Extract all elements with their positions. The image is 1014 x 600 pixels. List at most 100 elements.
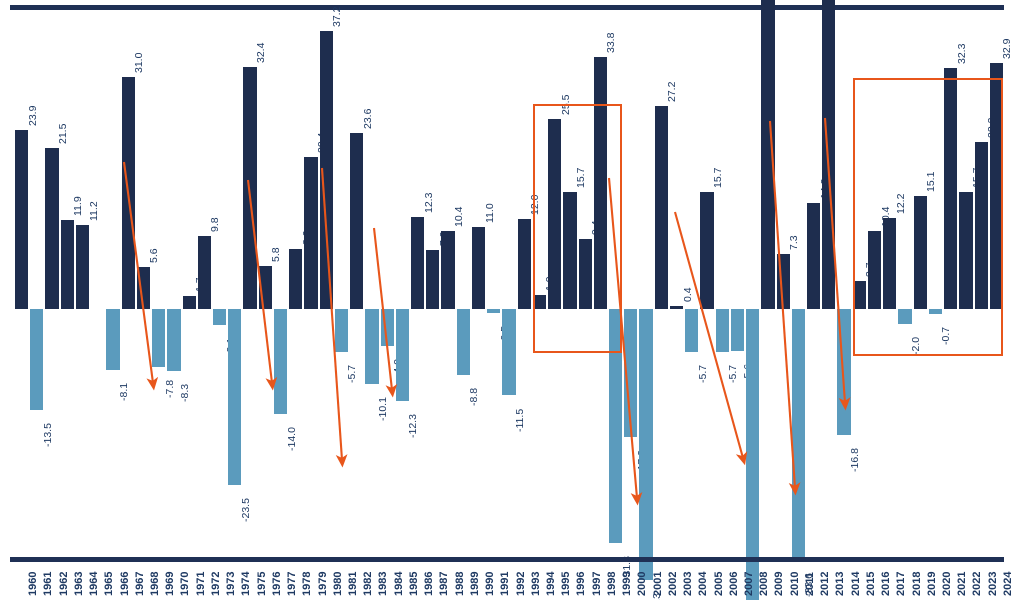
bar-value-label-1967: 31.0 xyxy=(133,52,146,74)
bar-2007 xyxy=(730,309,745,351)
x-axis-label-1995: 1995 xyxy=(560,571,573,596)
x-axis-label-1991: 1991 xyxy=(499,571,512,596)
x-axis-label-1975: 1975 xyxy=(255,571,268,596)
top-rule xyxy=(10,5,1004,10)
x-axis-label-1983: 1983 xyxy=(377,571,390,596)
x-axis-label-2008: 2008 xyxy=(758,571,771,596)
bar-value-label-2021: 32.3 xyxy=(955,43,968,64)
x-axis-label-1989: 1989 xyxy=(468,571,481,596)
x-axis-year-labels: 1960 1961 1962 1963 1964 1965 1966 1967 1968 1969… xyxy=(0,562,1014,600)
bar-value-label-2010: 7.3 xyxy=(788,235,801,251)
bar-1976 xyxy=(258,265,272,309)
x-axis-label-2013: 2013 xyxy=(834,571,847,596)
x-axis-label-1961: 1961 xyxy=(42,571,55,596)
x-axis-label-1960: 1960 xyxy=(27,571,40,596)
bar-1971 xyxy=(182,296,196,309)
bar-1986 xyxy=(411,217,425,309)
bar-value-label-2006: -5.7 xyxy=(727,364,740,383)
bar-value-label-1961: -13.5 xyxy=(41,422,54,447)
bar-1992 xyxy=(502,309,516,395)
bar-2005 xyxy=(700,191,714,309)
x-axis-label-1985: 1985 xyxy=(407,571,420,596)
bar-value-label-1985: -12.3 xyxy=(407,413,420,438)
x-axis-label-1997: 1997 xyxy=(590,571,603,596)
bar-1998 xyxy=(593,56,607,309)
bar-value-label-1974: -23.5 xyxy=(239,497,252,522)
x-axis-label-1979: 1979 xyxy=(316,571,329,596)
x-axis-label-1993: 1993 xyxy=(529,571,542,596)
bar-1993 xyxy=(517,219,531,309)
bar-1999 xyxy=(609,309,623,543)
bar-value-label-2024: 32.9 xyxy=(1001,38,1014,60)
bar-1984 xyxy=(380,309,394,346)
bar-value-label-1982: 23.6 xyxy=(361,108,374,129)
bar-1970 xyxy=(167,309,181,371)
bar-2004 xyxy=(685,309,699,352)
x-axis-label-2004: 2004 xyxy=(697,571,710,596)
x-axis-label-1962: 1962 xyxy=(57,571,70,596)
bar-value-label-1960: 23.9 xyxy=(26,106,39,127)
bar-1980 xyxy=(319,31,333,309)
bar-2021 xyxy=(944,67,958,309)
x-axis-label-2005: 2005 xyxy=(712,571,725,596)
bar-value-label-1988: 10.4 xyxy=(453,206,466,228)
bar-2014 xyxy=(837,309,851,435)
x-axis-label-2019: 2019 xyxy=(925,571,938,596)
x-axis-label-2006: 2006 xyxy=(727,571,740,596)
x-axis-label-1965: 1965 xyxy=(103,571,116,596)
bar-2020 xyxy=(928,309,943,315)
bar-value-label-1981: -5.7 xyxy=(346,364,359,383)
x-axis-label-1978: 1978 xyxy=(301,571,314,596)
x-axis-label-1981: 1981 xyxy=(346,571,359,596)
x-axis-label-2024: 2024 xyxy=(1001,571,1014,596)
bar-1985 xyxy=(395,309,409,401)
x-axis-label-1987: 1987 xyxy=(438,571,451,596)
bar-value-label-1992: -11.5 xyxy=(514,408,526,432)
bar-1983 xyxy=(365,309,379,385)
bar-value-label-1966: -8.1 xyxy=(118,382,130,401)
bar-value-label-1980: 37.2 xyxy=(331,6,344,28)
bar-value-label-1995: 25.5 xyxy=(559,94,572,115)
x-axis-label-1974: 1974 xyxy=(240,571,253,596)
bar-chart-plot-area: 23.9 -13.5 21.5 11.9 11.2 -8.1 31.0 5.6 -7.8 -8.3… xyxy=(15,0,1014,600)
bar-value-label-1990: 11.0 xyxy=(483,203,496,223)
bar-1989 xyxy=(456,309,470,375)
x-axis-label-2023: 2023 xyxy=(986,571,999,596)
bar-1978 xyxy=(289,249,303,309)
x-axis-label-1976: 1976 xyxy=(270,571,283,596)
bar-1973 xyxy=(213,309,227,325)
x-axis-label-1998: 1998 xyxy=(605,571,618,596)
x-axis-label-1980: 1980 xyxy=(331,571,344,596)
bar-value-label-2019: 15.1 xyxy=(925,171,938,193)
bar-value-label-1976: 5.8 xyxy=(270,247,283,262)
bar-1982 xyxy=(350,132,364,309)
bar-value-label-1962: 21.5 xyxy=(57,123,70,145)
x-axis-label-2002: 2002 xyxy=(666,571,679,596)
bar-1991 xyxy=(487,309,501,313)
bar-value-label-2003: 0.4 xyxy=(681,287,694,302)
x-axis-label-2010: 2010 xyxy=(788,571,801,596)
bar-1967 xyxy=(121,77,135,309)
bar-value-label-1969: -7.8 xyxy=(163,380,176,399)
x-axis-label-2022: 2022 xyxy=(971,571,984,596)
x-axis-label-1990: 1990 xyxy=(484,571,497,596)
bar-1995 xyxy=(548,118,562,309)
bar-value-label-1983: -10.1 xyxy=(376,397,389,422)
bar-value-label-2020: -0.7 xyxy=(940,327,953,346)
x-axis-label-2001: 2001 xyxy=(651,571,664,596)
x-axis-label-2017: 2017 xyxy=(895,571,908,596)
bar-value-label-2004: -5.7 xyxy=(696,364,709,383)
bar-1963 xyxy=(60,220,74,309)
bar-1969 xyxy=(152,309,166,368)
bar-2023 xyxy=(974,142,988,309)
x-axis-label-1984: 1984 xyxy=(392,571,405,596)
bar-2015 xyxy=(852,281,866,309)
x-axis-label-2014: 2014 xyxy=(849,571,862,596)
bar-value-label-2014: -16.8 xyxy=(849,447,862,472)
bar-value-label-1972: 9.8 xyxy=(209,217,222,232)
bar-1964 xyxy=(75,225,90,309)
bar-value-label-1977: -14.0 xyxy=(285,426,298,451)
bar-1960 xyxy=(15,130,29,309)
x-axis-label-1968: 1968 xyxy=(148,571,161,596)
